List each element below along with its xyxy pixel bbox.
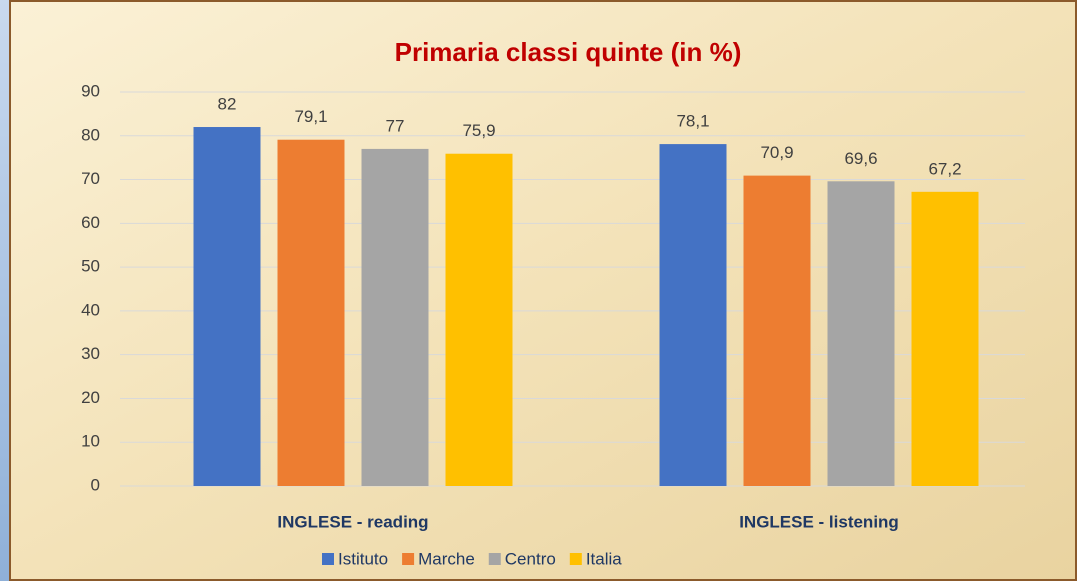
data-label: 82 [218,95,237,114]
bar [361,148,429,486]
legend-label: Italia [586,549,622,568]
legend-swatch [569,553,582,565]
data-label: 78,1 [676,112,709,131]
bar [743,175,811,487]
y-tick-label: 20 [81,388,100,407]
data-label: 75,9 [462,121,495,140]
data-label: 79,1 [294,107,327,126]
chart-background [9,0,1077,581]
legend-label: Marche [418,549,475,568]
bar [911,191,979,486]
y-tick-label: 90 [81,81,100,100]
x-tick-label: INGLESE - reading [277,512,428,531]
data-label: 70,9 [760,143,793,162]
chart-title: Primaria classi quinte (in %) [395,37,742,67]
y-tick-label: 80 [81,125,100,144]
bar [445,153,513,486]
x-tick-label: INGLESE - listening [739,512,899,531]
y-tick-label: 70 [81,169,100,188]
y-tick-label: 60 [81,213,100,232]
y-tick-label: 10 [81,432,100,451]
data-label: 69,6 [844,149,877,168]
bar [277,139,345,486]
bar [827,181,895,486]
legend-swatch [488,553,501,565]
legend-label: Istituto [338,549,388,568]
legend-label: Centro [505,549,556,568]
y-tick-label: 50 [81,257,100,276]
y-tick-label: 0 [91,475,100,494]
data-label: 67,2 [928,159,961,178]
y-tick-label: 40 [81,300,100,319]
bar [659,144,727,486]
bar [193,127,261,487]
legend-swatch [402,553,415,565]
data-label: 77 [386,116,405,135]
legend-swatch [322,553,334,565]
y-tick-label: 30 [81,344,100,363]
